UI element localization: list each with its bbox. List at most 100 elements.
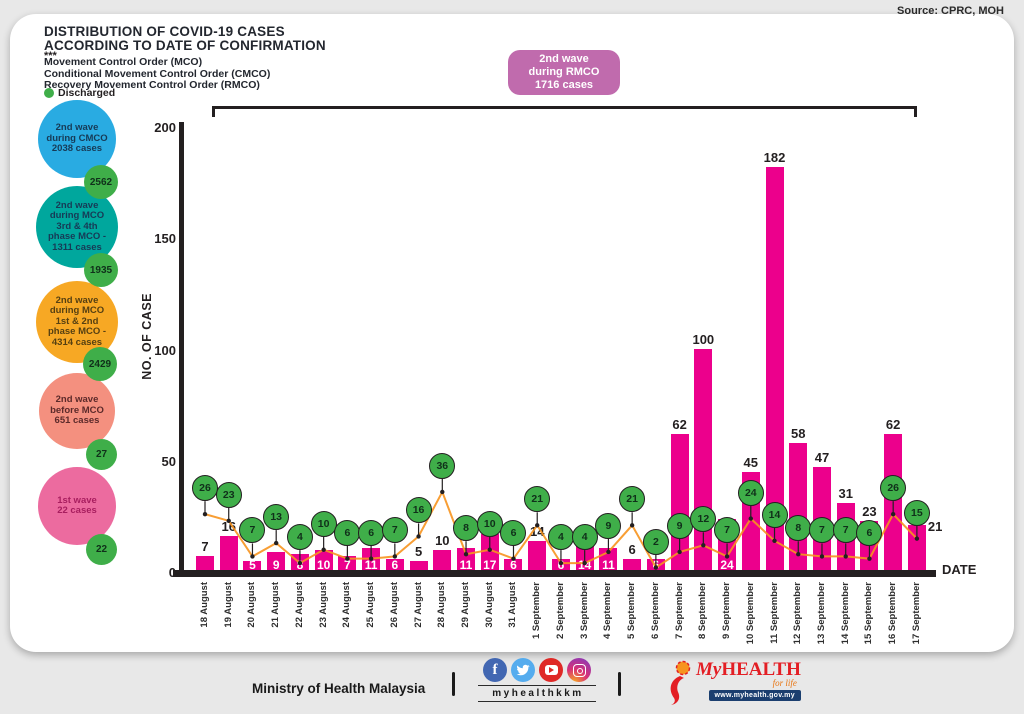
social-handle: myhealthkkm xyxy=(478,685,596,702)
x-axis-date-label: 29 August xyxy=(460,582,472,628)
bar-value-label: 100 xyxy=(692,332,715,347)
rmco-legend-line: Recovery Movement Control Order (RMCO) xyxy=(44,79,260,91)
rmco-callout-line3: 1716 cases xyxy=(534,79,594,91)
x-axis-date-label: 1 September xyxy=(531,582,543,640)
x-axis-date-label: 23 August xyxy=(317,582,329,628)
wave-bubble-label: 2nd wave before MCO 651 cases xyxy=(50,394,104,427)
bar-value-label: 21 xyxy=(927,519,943,534)
x-axis-date-label: 26 August xyxy=(388,582,400,628)
social-block: f myhealthkkm xyxy=(478,658,596,702)
discharged-count-bubble: 6 xyxy=(856,519,883,546)
x-axis-date-label: 14 September xyxy=(839,582,851,645)
case-bar xyxy=(670,434,689,572)
mco-legend: Movement Control Order (MCO) Conditional… xyxy=(44,56,271,92)
case-bar xyxy=(694,349,713,572)
x-axis-date-label: 31 August xyxy=(507,582,519,628)
discharged-count-bubble: 26 xyxy=(192,475,218,502)
myhealth-text-block: MyHEALTH for life www.myhealth.gov.my xyxy=(696,660,801,701)
footer: Ministry of Health Malaysia f myhealthkk… xyxy=(0,654,1024,714)
x-axis-line xyxy=(173,570,936,577)
discharged-count-bubble: 10 xyxy=(310,510,337,537)
discharged-count-bubble: 7 xyxy=(832,517,859,544)
x-axis-date-label: 3 September xyxy=(578,582,590,640)
footer-divider xyxy=(452,672,455,696)
discharged-count-bubble: 4 xyxy=(571,524,598,551)
x-axis-date-label: 21 August xyxy=(270,582,282,628)
cmco-legend-line: Conditional Movement Control Order (CMCO… xyxy=(44,67,271,80)
wave-discharged-count: 22 xyxy=(86,534,117,565)
rmco-period-bracket xyxy=(212,106,917,109)
x-axis-date-label: 28 August xyxy=(436,582,448,628)
bar-value-label: 7 xyxy=(201,539,209,554)
discharged-count-bubble: 9 xyxy=(666,512,693,539)
brand-prefix: My xyxy=(696,659,722,680)
x-axis-date-label: 2 September xyxy=(554,582,566,640)
y-tick-label: 100 xyxy=(154,342,176,358)
twitter-bird-glyph xyxy=(516,664,530,676)
source-attribution: Source: CPRC, MOH xyxy=(897,5,1004,17)
bracket-right-tick xyxy=(914,106,917,117)
x-axis-date-label: 8 September xyxy=(697,582,709,640)
bar-value-label: 62 xyxy=(885,417,901,432)
x-axis-date-label: 24 August xyxy=(341,582,353,628)
wave-discharged-count: 1935 xyxy=(84,253,118,287)
discharged-count-bubble: 24 xyxy=(737,479,764,506)
y-tick-label: 150 xyxy=(154,231,176,247)
x-axis-date-label: 20 August xyxy=(246,582,258,628)
case-bar: 9 xyxy=(267,552,286,572)
chart-title: DISTRIBUTION OF COVID-19 CASES ACCORDING… xyxy=(44,25,326,53)
chart-title-line2: ACCORDING TO DATE OF CONFIRMATION xyxy=(44,38,326,53)
discharged-count-bubble: 23 xyxy=(215,481,242,508)
discharged-count-bubble: 6 xyxy=(500,519,527,546)
x-axis-date-label: 4 September xyxy=(602,582,614,640)
wave-bubble-label: 2nd wave during CMCO 2038 cases xyxy=(46,122,108,155)
social-icons-row: f xyxy=(478,658,596,682)
case-bar: 10 xyxy=(314,550,333,572)
bar-value-label: 31 xyxy=(838,486,853,501)
discharged-count-bubble: 2 xyxy=(642,528,669,555)
y-tick-label: 0 xyxy=(168,565,176,580)
bar-value-label: 182 xyxy=(763,150,786,165)
myhealth-figure-icon xyxy=(670,660,691,705)
twitter-icon xyxy=(511,658,535,682)
wave-discharged-count: 2562 xyxy=(84,165,118,199)
discharged-count-bubble: 4 xyxy=(286,524,313,551)
x-axis-date-label: 10 September xyxy=(744,582,756,645)
myhealth-wordmark: MyHEALTH xyxy=(696,660,801,679)
youtube-play-glyph xyxy=(544,665,558,675)
case-bar xyxy=(765,167,784,572)
discharged-count-bubble: 4 xyxy=(547,524,574,551)
case-bar: 11 xyxy=(457,548,476,572)
bar-value-label: 58 xyxy=(791,426,806,441)
brand-suffix: HEALTH xyxy=(721,659,801,680)
x-axis-date-label: 7 September xyxy=(673,582,685,640)
x-axis-date-label: 13 September xyxy=(815,582,827,645)
bracket-left-tick xyxy=(212,106,215,117)
wave-bubble: 2nd wave before MCO 651 cases xyxy=(39,373,115,449)
x-axis-date-label: 6 September xyxy=(649,582,661,640)
discharged-legend: Discharged xyxy=(44,87,115,99)
x-axis-date-label: 27 August xyxy=(412,582,424,628)
x-axis-date-label: 19 August xyxy=(222,582,234,628)
x-axis-date-label: 12 September xyxy=(792,582,804,645)
case-bar: 11 xyxy=(362,548,381,572)
discharged-legend-label: Discharged xyxy=(58,87,116,99)
footer-divider xyxy=(618,672,621,696)
discharged-dot-icon xyxy=(44,88,54,98)
y-tick-label: 50 xyxy=(161,453,176,469)
discharged-count-bubble: 6 xyxy=(334,519,361,546)
bar-value-label: 47 xyxy=(814,450,830,465)
x-axis-date-label: 15 September xyxy=(863,582,875,645)
rmco-wave-callout: 2nd wave during RMCO 1716 cases xyxy=(508,50,620,95)
y-axis-line xyxy=(179,122,184,577)
bar-value-label: 45 xyxy=(743,455,759,470)
youtube-icon xyxy=(539,658,563,682)
myhealth-logo: MyHEALTH for life www.myhealth.gov.my xyxy=(662,660,801,706)
footnote-asterisks: *** xyxy=(44,50,57,62)
instagram-icon xyxy=(567,658,591,682)
case-bar xyxy=(907,525,926,572)
discharged-count-bubble: 6 xyxy=(358,519,385,546)
wave-bubble: 2nd wave during MCO 3rd & 4th phase MCO -13… xyxy=(36,186,118,268)
discharged-count-bubble: 15 xyxy=(903,499,930,526)
